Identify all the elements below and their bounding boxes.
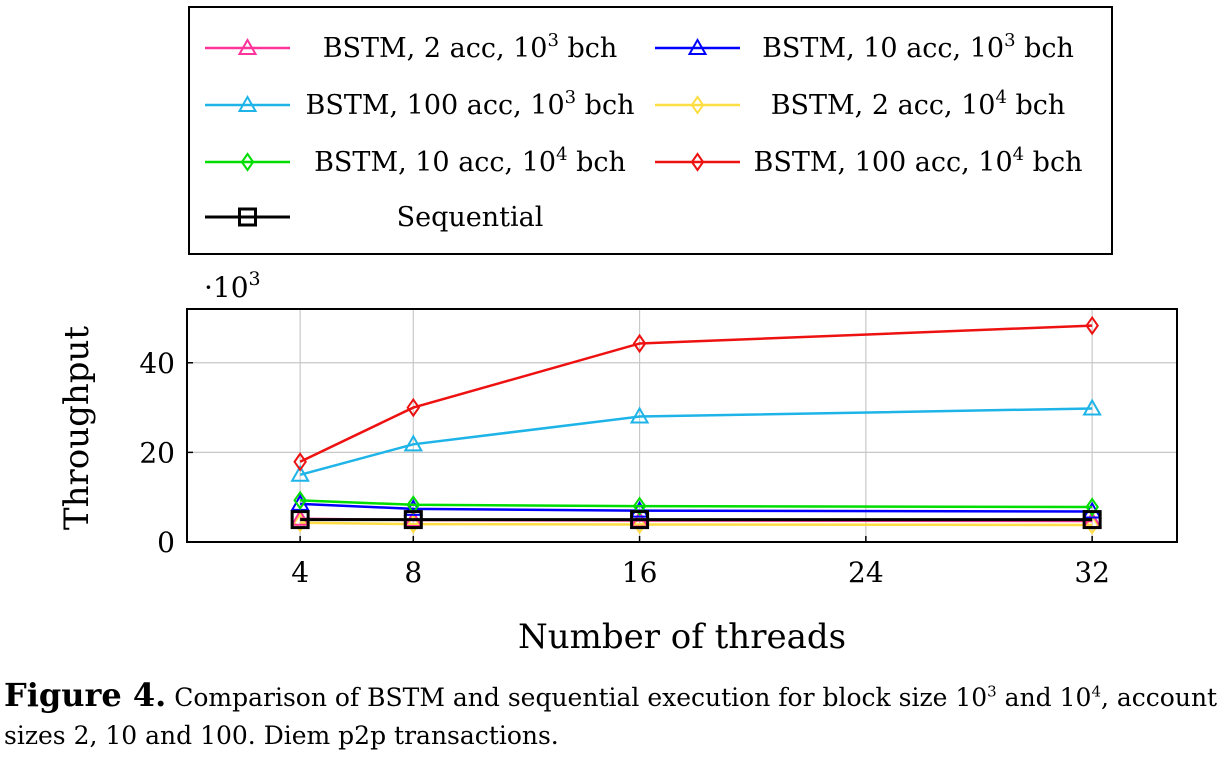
- data-point: [403, 434, 424, 452]
- caption-text-1: Comparison of BSTM and sequential execut…: [166, 683, 988, 712]
- series-2: [290, 398, 1102, 482]
- caption-sup-2: 4: [1091, 682, 1101, 701]
- y-tick-label: 40: [139, 347, 175, 380]
- caption-text-3: , account sizes 2, 10 and 100. Diem p2p …: [4, 683, 1218, 750]
- legend-label: BSTM, 2 acc, 103 bch: [323, 30, 618, 64]
- legend-marker: [238, 207, 257, 227]
- data-point: [1085, 515, 1099, 535]
- data-point: [293, 452, 307, 472]
- series-line: [299, 407, 1093, 476]
- data-point: [632, 496, 647, 516]
- y-tick-label: 20: [139, 436, 175, 469]
- legend-marker: [237, 37, 258, 55]
- series-line: [300, 499, 1093, 509]
- legend-label: BSTM, 2 acc, 104 bch: [771, 87, 1066, 121]
- data-point: [630, 510, 650, 530]
- legend-marker: [690, 152, 705, 172]
- caption-sup-1: 3: [987, 682, 997, 701]
- x-tick-label: 24: [848, 556, 884, 589]
- data-point: [290, 464, 310, 482]
- legend-marker: [240, 152, 255, 172]
- x-tick-label: 32: [1074, 556, 1110, 589]
- throughput-chart: BSTM, 2 acc, 103 bch BSTM, 10 acc, 103 bc…: [57, 6, 1178, 657]
- series-line: [300, 502, 1093, 513]
- legend-box: [188, 6, 1113, 255]
- data-point: [1082, 510, 1102, 530]
- series-4: [293, 490, 1099, 517]
- legend-label: Sequential: [397, 202, 544, 233]
- x-tick-label: 4: [291, 556, 309, 589]
- x-tick-label: 8: [404, 556, 422, 589]
- x-tick-label: 16: [622, 556, 658, 589]
- legend-entry-5: BSTM, 100 acc, 104 bch: [655, 144, 1082, 178]
- legend-marker: [690, 95, 705, 115]
- figure-label: Figure 4.: [4, 676, 167, 714]
- data-point: [406, 397, 421, 418]
- data-point: [632, 333, 647, 354]
- legend-entry-0: BSTM, 2 acc, 103 bch: [205, 30, 617, 64]
- caption-text-2: and 10: [996, 683, 1092, 712]
- legend-label: BSTM, 10 acc, 103 bch: [762, 30, 1074, 64]
- legend-entry-2: BSTM, 100 acc, 103 bch: [205, 87, 634, 121]
- series-line: [299, 324, 1093, 463]
- series-3: [293, 512, 1099, 535]
- series-line: [300, 521, 1093, 527]
- data-point: [290, 508, 310, 526]
- legend-entry-6: Sequential: [205, 202, 543, 233]
- tick-labels: 4 8 16 24 32 0 20 40: [139, 347, 1110, 589]
- legend-marker: [237, 94, 258, 112]
- data-point: [1085, 315, 1099, 336]
- data-point: [403, 510, 423, 530]
- legend-marker: [687, 37, 708, 55]
- series-6: [290, 510, 1102, 530]
- plot-frame: [186, 308, 1178, 543]
- legend-entry-1: BSTM, 10 acc, 103 bch: [655, 30, 1074, 64]
- data-point: [290, 510, 310, 530]
- data-point: [1085, 497, 1099, 517]
- y-axis-label: Throughput: [57, 326, 97, 531]
- legend-label: BSTM, 10 acc, 104 bch: [314, 144, 626, 178]
- x-axis-label: Number of threads: [518, 617, 846, 657]
- data-point: [632, 514, 647, 535]
- legend-entry-4: BSTM, 10 acc, 104 bch: [205, 144, 626, 178]
- y-scale-label: ·103: [204, 268, 261, 304]
- series-5: [293, 315, 1099, 472]
- data-point: [629, 406, 650, 424]
- data-point: [1082, 398, 1102, 416]
- legend: BSTM, 2 acc, 103 bch BSTM, 10 acc, 103 bc…: [205, 30, 1082, 233]
- y-tick-label: 0: [157, 526, 175, 559]
- figure-caption: Figure 4. Comparison of BSTM and sequent…: [4, 676, 1224, 755]
- data-point: [406, 514, 421, 534]
- legend-label: BSTM, 100 acc, 103 bch: [306, 87, 635, 121]
- series-layer: [290, 315, 1102, 535]
- data-point: [293, 490, 307, 511]
- legend-entry-3: BSTM, 2 acc, 104 bch: [655, 87, 1065, 121]
- legend-label: BSTM, 100 acc, 104 bch: [754, 144, 1083, 178]
